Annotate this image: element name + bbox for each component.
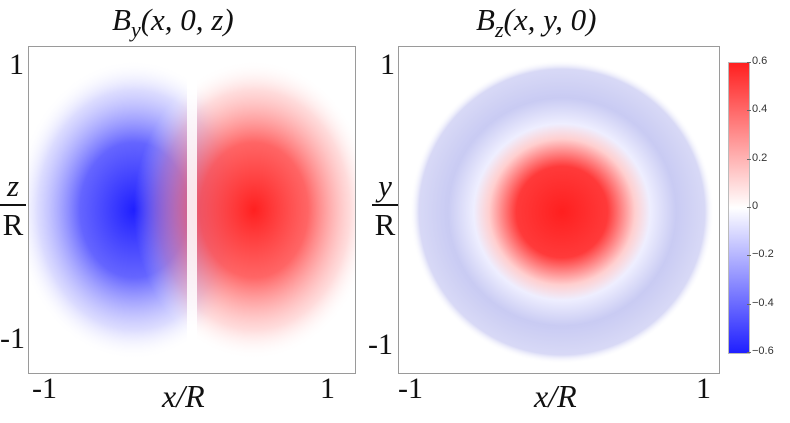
colorbar-tick-mark: [747, 352, 751, 353]
panel2-y-label-num: y: [378, 168, 392, 203]
colorbar-tick-label: 0: [752, 200, 759, 212]
panel1-y-label-bar: [0, 204, 26, 206]
panel2-x-tick-right: 1: [696, 372, 711, 405]
panel2-y-label-bar: [372, 204, 398, 206]
colorbar-tick-mark: [747, 303, 751, 305]
colorbar-tick-label: −0.4: [752, 296, 774, 309]
panel2-y-tick-bottom: -1: [368, 328, 393, 361]
panel1-title-sub: y: [130, 17, 141, 42]
panel1-plot: [14, 46, 374, 374]
colorbar-tick-label: −0.6: [752, 345, 774, 357]
panel2-title-sub: z: [494, 17, 504, 42]
colorbar: [728, 62, 750, 354]
panel2-x-label: x/R: [534, 378, 577, 415]
colorbar-tick-label: −0.2: [752, 248, 774, 261]
panel1-y-label: z R: [0, 170, 26, 240]
colorbar-tick-label: 0.2: [752, 151, 768, 164]
panel2-plot: [398, 46, 720, 374]
panel1-x-label: x/R: [162, 378, 205, 415]
panel1-x-tick-left: -1: [32, 372, 57, 405]
panel2-y-tick-top: 1: [380, 48, 395, 81]
panel2-field-disk: [410, 60, 714, 364]
panel1-y-tick-bottom: -1: [0, 322, 25, 355]
panel2-x-tick-left: -1: [398, 372, 423, 405]
panel2-heatmap: [399, 47, 719, 373]
panel1-zero-line: [187, 67, 197, 357]
panel1-title-func: B: [112, 2, 131, 37]
colorbar-gradient: [729, 63, 749, 353]
colorbar-tick-mark: [747, 110, 751, 112]
panel1-heatmap: [14, 47, 374, 373]
panel1-y-label-den: R: [2, 207, 24, 242]
panel1-x-label-text: x/R: [162, 378, 205, 414]
panel2-title-func: B: [476, 2, 495, 37]
panel2-y-label-den: R: [374, 207, 396, 242]
colorbar-tick-mark: [747, 62, 751, 63]
panel2-title: Bz(x, y, 0): [476, 2, 597, 42]
colorbar-tick-mark: [747, 158, 751, 160]
panel2-x-label-text: x/R: [534, 378, 577, 414]
panel1-title: By(x, 0, z): [112, 2, 234, 42]
colorbar-tick-mark: [747, 255, 751, 257]
panel2-y-label: y R: [372, 170, 398, 240]
colorbar-tick-mark: [747, 207, 751, 208]
panel1-y-label-num: z: [6, 168, 20, 203]
panel1-title-args: (x, 0, z): [140, 2, 234, 37]
panel1-y-tick-top: 1: [9, 48, 24, 81]
panel2-title-args: (x, y, 0): [503, 2, 597, 37]
panel1-x-tick-right: 1: [320, 372, 335, 405]
colorbar-tick-label: 0.6: [752, 55, 768, 67]
colorbar-tick-label: 0.4: [752, 103, 768, 116]
